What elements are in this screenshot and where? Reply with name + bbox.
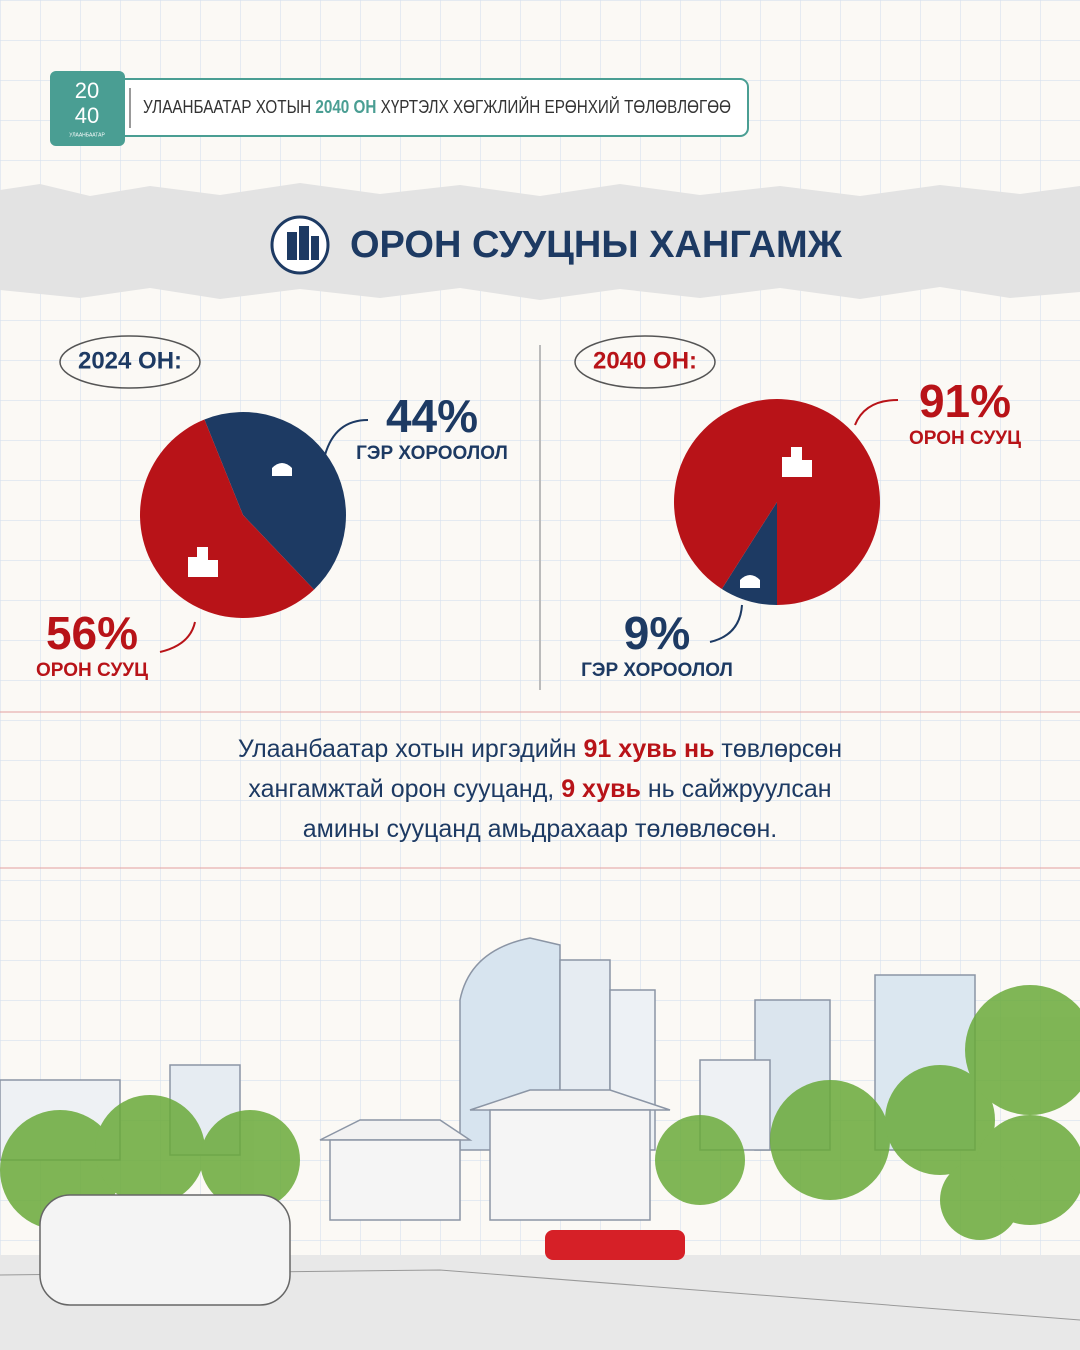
arrow	[854, 399, 899, 426]
logo	[50, 71, 125, 146]
sign	[545, 1230, 685, 1260]
tram	[39, 1194, 291, 1306]
category-label: ГЭР ХОРООЛОЛ	[356, 443, 508, 464]
pie-slice	[721, 502, 777, 605]
yurt-icon	[740, 575, 760, 588]
summary-line: амины сууцанд амьдрахаар төлөвлөсөн.	[303, 815, 777, 843]
category-label: ОРОН СУУЦ	[36, 660, 148, 681]
summary-text: амины сууцанд амьдрахаар төлөвлөсөн.	[303, 815, 777, 843]
building-icon	[782, 447, 812, 477]
header-part: УЛААНБААТАР ХОТЫН	[143, 97, 315, 117]
value-label: 44%	[386, 390, 478, 442]
logo-caption: УЛААНБААТАР	[69, 132, 105, 138]
summary-text: хангамжтай орон сууцанд,	[248, 775, 561, 803]
summary-highlight: 91 хувь нь	[583, 735, 714, 763]
summary-line: Улаанбаатар хотын иргэдийн 91 хувь нь тө…	[238, 735, 842, 763]
header-part: ХҮРТЭЛХ ХӨГЖЛИЙН ЕРӨНХИЙ ТӨЛӨВЛӨГӨӨ	[376, 96, 731, 117]
title: ОРОН СУУЦНЫ ХАНГАМЖ	[350, 224, 843, 266]
arrow	[159, 621, 196, 653]
category-label: ГЭР ХОРООЛОЛ	[581, 660, 733, 681]
year-oval	[59, 335, 201, 389]
value-label: 56%	[46, 607, 138, 659]
yurt-icon	[272, 463, 292, 476]
logo-top: 20	[75, 78, 99, 103]
header-text: УЛААНБААТАР ХОТЫН 2040 ОН ХҮРТЭЛХ ХӨГЖЛИ…	[143, 96, 731, 117]
summary-text: төвлөрсөн	[714, 735, 842, 763]
value-label: 91%	[919, 375, 1011, 427]
chart-title: 2024 ОН:	[78, 347, 182, 374]
pie-slice	[204, 412, 346, 590]
pie-slice	[674, 399, 881, 605]
trees	[0, 985, 1080, 1240]
summary-text: Улаанбаатар хотын иргэдийн	[238, 735, 584, 763]
pie-slice	[140, 419, 315, 618]
logo-bottom: 40	[75, 103, 99, 128]
building-icon	[188, 547, 218, 577]
category-label: ОРОН СУУЦ	[909, 428, 1021, 449]
header-highlight: 2040 ОН	[315, 97, 376, 117]
arrow	[324, 419, 369, 456]
summary-text: нь сайжруулсан	[641, 775, 832, 803]
year-oval	[574, 335, 716, 389]
summary-highlight: 9 хувь	[561, 775, 641, 803]
value-label: 9%	[624, 607, 690, 659]
title-icon-building	[287, 226, 319, 260]
title-band	[0, 183, 1080, 300]
chart-title: 2040 ОН:	[593, 347, 697, 374]
summary-line: хангамжтай орон сууцанд, 9 хувь нь сайжр…	[248, 775, 831, 803]
arrow	[709, 604, 743, 643]
